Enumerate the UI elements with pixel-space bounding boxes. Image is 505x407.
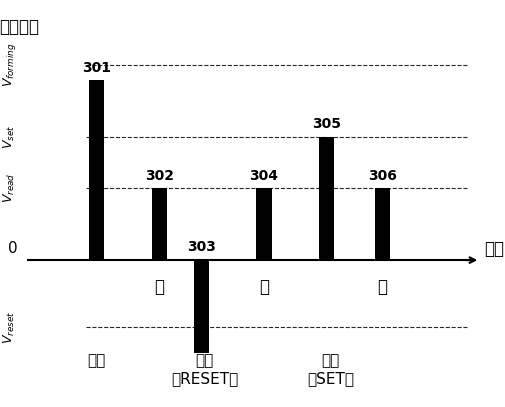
Bar [256, 188, 271, 260]
Text: $V_{reset}$: $V_{reset}$ [2, 311, 17, 344]
Text: 305: 305 [312, 118, 340, 131]
Text: 303: 303 [186, 240, 215, 254]
Text: 306: 306 [368, 169, 396, 183]
Bar [193, 260, 209, 353]
Bar [374, 188, 389, 260]
Text: $V_{read}$: $V_{read}$ [2, 173, 17, 204]
Bar [152, 188, 167, 260]
Text: 读: 读 [259, 278, 269, 296]
Text: 301: 301 [82, 61, 111, 75]
Bar [89, 80, 104, 260]
Bar [319, 137, 334, 260]
Text: 置位
（SET）: 置位 （SET） [306, 353, 353, 386]
Text: 304: 304 [249, 169, 278, 183]
Text: 复位
（RESET）: 复位 （RESET） [171, 353, 238, 386]
Text: 时间: 时间 [483, 240, 502, 258]
Text: 0: 0 [8, 241, 18, 256]
Text: $V_{set}$: $V_{set}$ [2, 125, 17, 149]
Text: 脉冲高度: 脉冲高度 [0, 18, 39, 36]
Text: $V_{forming}$: $V_{forming}$ [1, 42, 18, 87]
Text: 302: 302 [144, 169, 174, 183]
Text: 读: 读 [377, 278, 387, 296]
Text: 激活: 激活 [87, 353, 106, 368]
Text: 读: 读 [154, 278, 164, 296]
